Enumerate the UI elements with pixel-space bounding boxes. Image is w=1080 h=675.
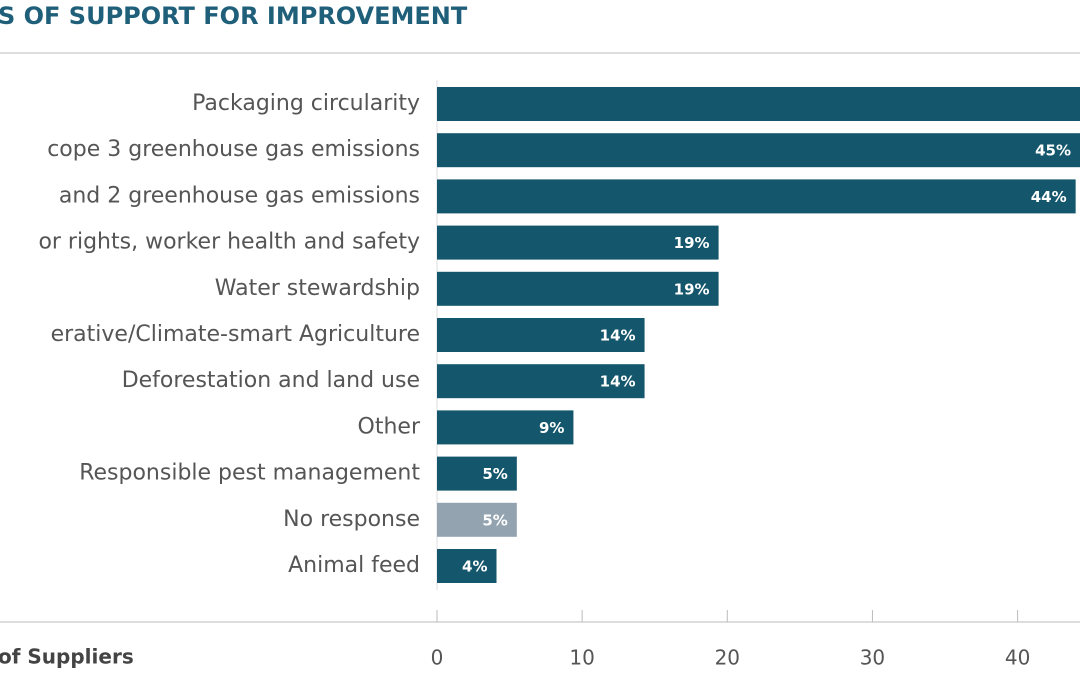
data-label: 4% xyxy=(462,558,487,576)
data-label: 14% xyxy=(600,327,636,345)
x-axis-label: of Suppliers xyxy=(0,645,134,669)
bar xyxy=(437,225,719,260)
data-label: 5% xyxy=(482,511,507,529)
bar xyxy=(437,179,1076,214)
bar xyxy=(437,364,645,399)
y-tick-label: cope 3 greenhouse gas emissions xyxy=(47,137,420,162)
bar xyxy=(437,87,1080,121)
y-tick-label: No response xyxy=(283,507,420,532)
y-tick-label: Other xyxy=(358,414,421,439)
x-tick-label: 30 xyxy=(860,646,885,670)
y-tick-label: Packaging circularity xyxy=(192,91,420,116)
bar xyxy=(437,502,517,537)
data-label: 14% xyxy=(600,373,636,391)
x-tick-label: 0 xyxy=(431,646,444,670)
bar xyxy=(437,271,719,306)
chart-title: S OF SUPPORT FOR IMPROVEMENT xyxy=(0,2,468,30)
y-tick-label: or rights, worker health and safety xyxy=(38,230,420,255)
bar xyxy=(437,549,497,583)
data-label: 44% xyxy=(1031,188,1067,206)
y-tick-label: and 2 greenhouse gas emissions xyxy=(59,183,420,208)
data-label: 19% xyxy=(674,234,710,252)
y-tick-label: Deforestation and land use xyxy=(122,368,420,393)
data-label: 45% xyxy=(1035,142,1071,160)
y-tick-label: Animal feed xyxy=(288,553,420,578)
y-tick-label: Water stewardship xyxy=(215,276,420,301)
bar xyxy=(437,410,574,445)
data-label: 9% xyxy=(539,419,564,437)
x-tick-label: 40 xyxy=(1005,646,1030,670)
x-tick-label: 20 xyxy=(715,646,740,670)
data-label: 19% xyxy=(674,280,710,298)
x-tick-label: 10 xyxy=(569,646,594,670)
bar xyxy=(437,318,645,352)
bar xyxy=(437,456,517,491)
y-tick-label: Responsible pest management xyxy=(79,461,420,486)
bar xyxy=(437,133,1080,168)
data-label: 5% xyxy=(482,465,507,483)
y-tick-label: erative/Climate-smart Agriculture xyxy=(51,322,420,347)
